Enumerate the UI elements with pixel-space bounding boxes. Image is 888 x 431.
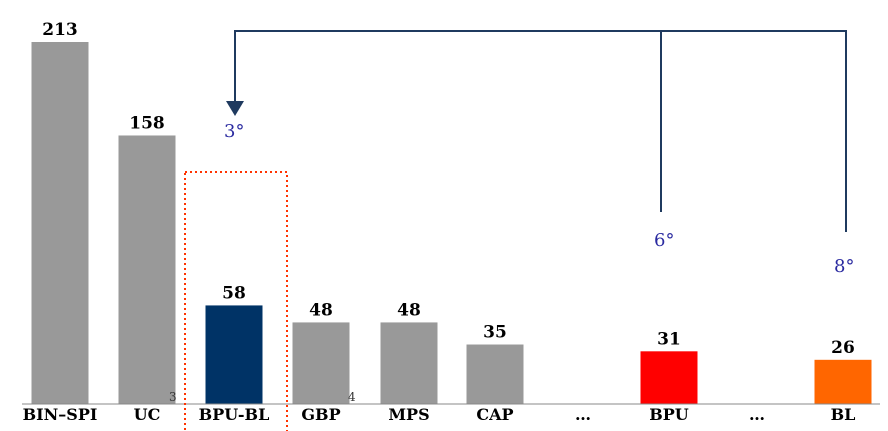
category-label-1: UC <box>134 405 161 424</box>
category-labels-group: BIN–SPI UC BPU-BL GBP MPS CAP … BPU … BL <box>23 405 856 424</box>
merger-bracket <box>234 30 847 232</box>
category-label-9: BL <box>831 405 856 424</box>
category-label-6: … <box>575 405 591 424</box>
highlight-box <box>184 171 288 431</box>
bar-3 <box>292 322 350 404</box>
value-labels-group: 213 158 58 48 48 35 31 26 <box>42 20 855 358</box>
category-label-3: GBP <box>301 405 340 424</box>
category-label-2: BPU-BL <box>199 405 270 424</box>
bar-9 <box>814 359 872 404</box>
category-label-5: CAP <box>476 405 513 424</box>
category-label-8: … <box>749 405 765 424</box>
bar-2 <box>205 305 263 404</box>
value-label-3: 48 <box>309 300 333 320</box>
footnote-marker-a: 3 <box>169 390 177 404</box>
value-label-2: 58 <box>222 283 246 303</box>
value-label-4: 48 <box>397 300 421 320</box>
value-label-9: 26 <box>831 338 855 358</box>
bar-1 <box>118 135 176 404</box>
value-label-7: 31 <box>657 329 681 349</box>
category-label-0: BIN–SPI <box>23 405 98 424</box>
category-label-4: MPS <box>388 405 429 424</box>
bar-7 <box>640 351 698 404</box>
arrow-down-icon <box>226 101 244 116</box>
footnote-marker-b: 4 <box>348 390 356 404</box>
rank-label-target: 3° <box>224 121 244 142</box>
value-label-5: 35 <box>483 323 507 343</box>
rank-label-bpu: 6° <box>654 230 674 251</box>
bars-group <box>31 42 872 404</box>
value-label-1: 158 <box>129 113 165 133</box>
category-label-7: BPU <box>649 405 689 424</box>
bar-0 <box>31 42 89 404</box>
rank-label-bl: 8° <box>834 256 854 277</box>
bar-4 <box>380 322 438 404</box>
bar-5 <box>466 344 524 404</box>
value-label-0: 213 <box>42 20 78 40</box>
